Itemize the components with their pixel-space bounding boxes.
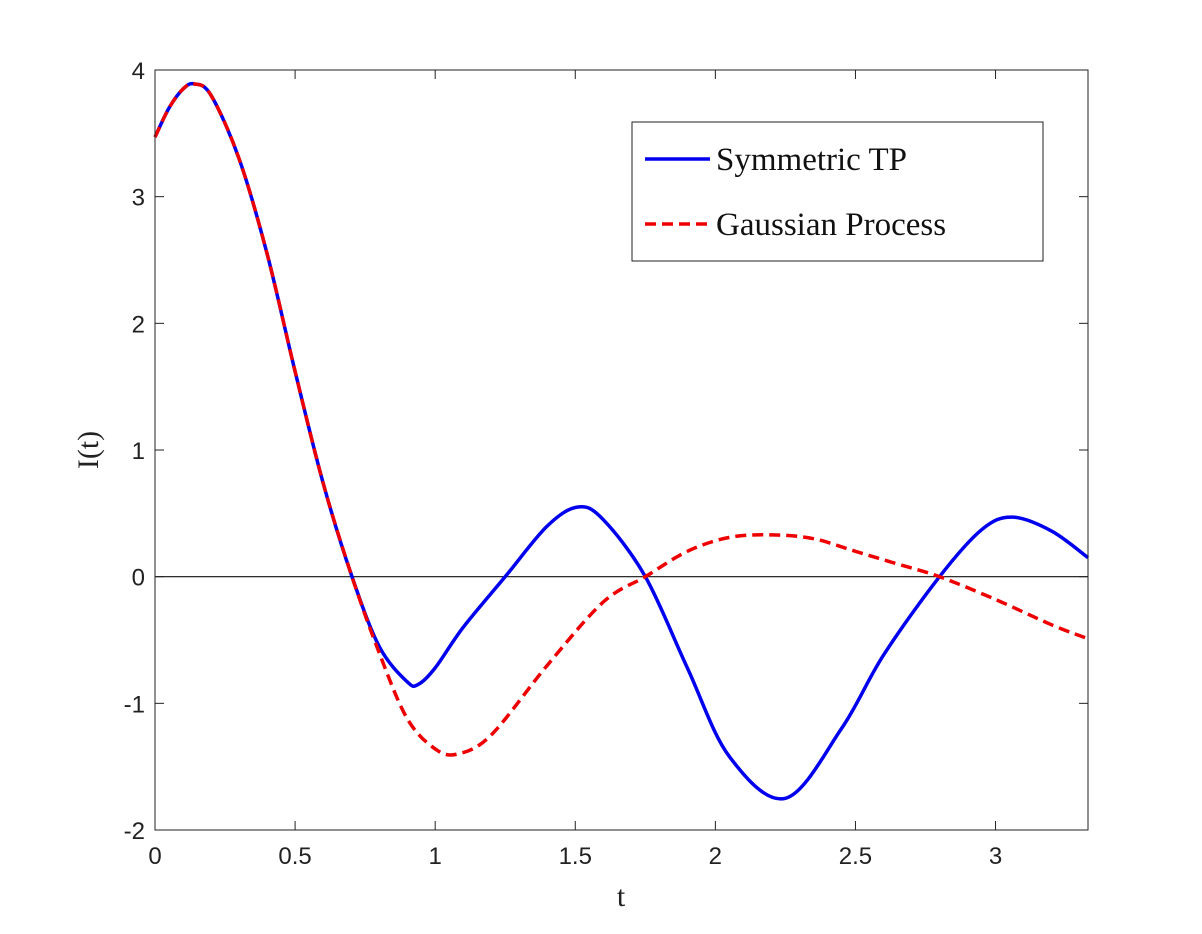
x-tick-label: 3 xyxy=(989,843,1002,870)
y-axis-label: I(t) xyxy=(72,431,105,469)
x-tick-label: 2.5 xyxy=(839,843,872,870)
x-axis-label: t xyxy=(617,880,626,913)
y-tick-label: 3 xyxy=(132,185,145,212)
y-tick-label: -1 xyxy=(124,691,145,718)
y-tick-label: 0 xyxy=(132,565,145,592)
legend-box xyxy=(631,121,1044,262)
x-tick-label: 1 xyxy=(429,843,442,870)
series-line-gaussian-process xyxy=(153,81,1089,757)
legend-label-gaussian-process: Gaussian Process xyxy=(716,207,946,243)
x-tick-label: 2 xyxy=(709,843,722,870)
legend: Symmetric TP Gaussian Process xyxy=(631,121,1044,262)
x-tick-label: 0 xyxy=(148,843,161,870)
y-tick-label: 4 xyxy=(132,58,145,85)
series-line-symmetric-tp xyxy=(153,81,1090,801)
x-tick-label: 0.5 xyxy=(278,843,311,870)
x-tick-label: 1.5 xyxy=(559,843,592,870)
y-tick-label: -2 xyxy=(124,818,145,845)
y-tick-label: 1 xyxy=(132,438,145,465)
y-tick-label: 2 xyxy=(132,311,145,338)
legend-label-symmetric-tp: Symmetric TP xyxy=(716,142,907,178)
